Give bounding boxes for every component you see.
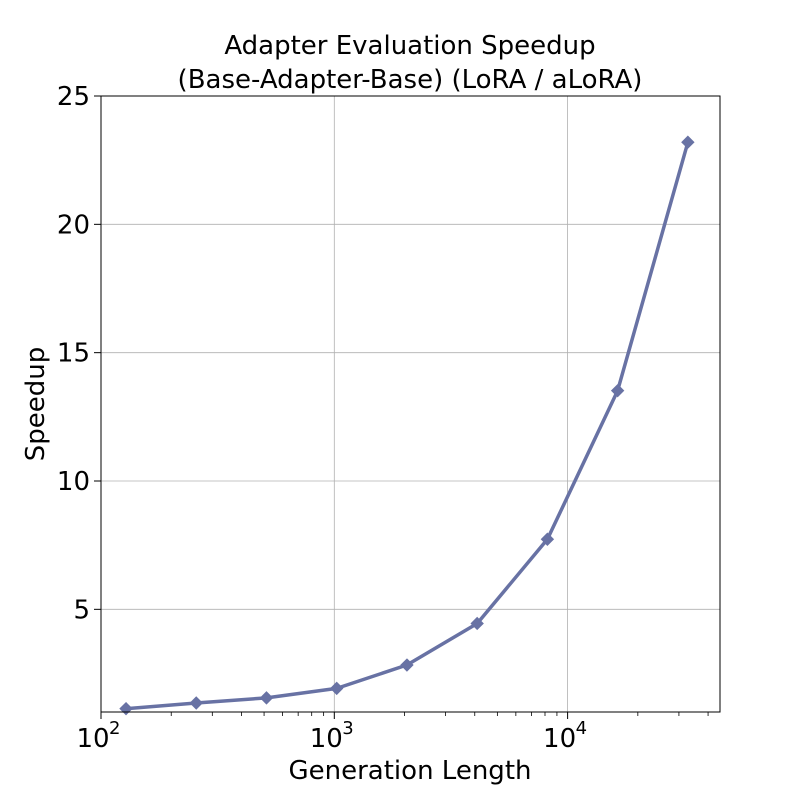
y-tick-label: 15 [57, 339, 90, 369]
data-series [119, 135, 695, 716]
x-tick-base: 10 [310, 724, 343, 754]
chart-title: Adapter Evaluation Speedup [224, 31, 595, 61]
x-tick-exponent: 2 [109, 718, 120, 739]
series-line [124, 140, 690, 711]
y-tick-label: 20 [57, 210, 90, 240]
y-tick-label: 5 [73, 595, 90, 625]
data-point-marker [189, 696, 203, 710]
data-point-marker [259, 691, 274, 705]
data-point-marker [681, 135, 695, 149]
x-tick-label: 10 4 [543, 718, 587, 754]
data-point-marker [610, 383, 625, 398]
grid [100, 95, 720, 712]
x-tick-exponent: 4 [576, 718, 587, 739]
data-point-marker [400, 658, 414, 672]
y-tick-label: 25 [57, 82, 90, 112]
plot-frame [100, 95, 721, 713]
y-tick-label: 10 [57, 467, 90, 497]
chart-subtitle: (Base-Adapter-Base) (LoRA / aLoRA) [178, 65, 643, 95]
x-tick-base: 10 [543, 724, 576, 754]
data-point-marker [470, 616, 484, 631]
x-tick-label: 10 2 [76, 718, 120, 754]
x-axis-label: Generation Length [289, 756, 532, 786]
data-point-marker [540, 532, 555, 546]
data-point-marker [119, 701, 133, 716]
x-tick-label: 10 3 [310, 718, 354, 754]
y-axis-label: Speedup [21, 347, 51, 462]
x-tick-base: 10 [76, 724, 109, 754]
data-point-marker [329, 681, 344, 696]
x-tick-exponent: 3 [342, 718, 353, 739]
